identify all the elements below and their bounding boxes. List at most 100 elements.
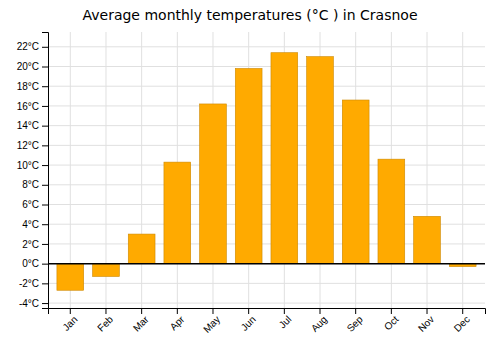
x-tick-mark xyxy=(355,308,356,314)
y-tick-label: 22°C xyxy=(17,41,39,52)
x-tick-mark xyxy=(320,308,321,314)
x-tick-label: Sep xyxy=(345,313,366,334)
bar xyxy=(271,53,298,264)
y-tick-mark xyxy=(42,283,48,284)
x-tick-label: Aug xyxy=(309,314,329,334)
x-tick-mark xyxy=(391,308,392,314)
x-tick: Apr xyxy=(168,308,187,332)
y-tick: 16°C xyxy=(17,101,48,112)
y-tick-mark xyxy=(42,126,48,127)
x-tick-label: May xyxy=(201,314,222,335)
y-tick-mark xyxy=(42,244,48,245)
y-grid-line xyxy=(48,165,485,166)
x-tick-mark xyxy=(248,308,249,314)
x-tick-mark xyxy=(284,308,285,314)
bar xyxy=(235,68,262,263)
y-tick-mark xyxy=(42,264,48,265)
y-tick-mark xyxy=(42,86,48,87)
y-tick: 4°C xyxy=(22,219,48,230)
y-grid-line xyxy=(48,105,485,106)
y-grid-line xyxy=(48,46,485,47)
x-tick-label: Oct xyxy=(382,314,401,333)
bar xyxy=(128,234,155,264)
y-grid-line xyxy=(48,283,485,284)
y-tick: 2°C xyxy=(22,239,48,250)
y-grid-line xyxy=(48,125,485,126)
y-tick-label: 4°C xyxy=(22,219,39,230)
y-tick-mark xyxy=(42,224,48,225)
y-tick-label: 16°C xyxy=(17,101,39,112)
x-tick-mark xyxy=(70,308,71,314)
bar xyxy=(307,57,334,264)
y-tick: -4°C xyxy=(19,298,48,309)
x-tick-label: Jun xyxy=(239,314,258,333)
x-tick-label: Mar xyxy=(131,313,151,333)
x-tick: Feb xyxy=(95,308,115,334)
bar xyxy=(200,104,227,264)
x-tick: Dec xyxy=(452,308,472,334)
x-tick-label: Apr xyxy=(168,313,187,332)
x-tick: Sep xyxy=(345,308,366,334)
bar xyxy=(93,264,120,277)
x-tick: Jul xyxy=(277,308,294,330)
y-axis: -4°C -2°C 0°C 2°C 4°C 6°C 8°C 10°C 12°C 14°C 16°C 1… xyxy=(17,33,49,309)
x-axis-line xyxy=(49,309,486,315)
x-tick: May xyxy=(201,308,222,335)
y-tick-mark xyxy=(42,185,48,186)
x-tick-label: Feb xyxy=(95,313,115,333)
y-tick-mark xyxy=(42,145,48,146)
grid xyxy=(48,32,485,308)
y-tick-label: 18°C xyxy=(17,81,39,92)
y-tick: -2°C xyxy=(19,278,48,289)
x-tick: Aug xyxy=(309,308,329,334)
y-tick-label: 12°C xyxy=(17,140,39,151)
x-axis: Jan Feb Mar Apr May Jun Jul Aug Sep Oct Nov Dec xyxy=(49,308,486,335)
x-tick: Nov xyxy=(416,308,436,334)
y-tick-label: -4°C xyxy=(19,298,39,309)
x-grid-line xyxy=(141,32,142,308)
y-tick-label: 20°C xyxy=(17,61,39,72)
y-grid-line xyxy=(48,204,485,205)
y-tick-label: 10°C xyxy=(17,160,39,171)
y-tick-label: 2°C xyxy=(22,239,39,250)
y-tick-label: -2°C xyxy=(19,278,39,289)
x-grid-line xyxy=(427,32,428,308)
x-tick: Jan xyxy=(60,308,79,333)
y-tick-mark xyxy=(42,106,48,107)
x-tick: Oct xyxy=(382,308,401,332)
y-axis-line xyxy=(42,33,49,309)
x-tick-label: Jan xyxy=(60,314,79,333)
zero-line xyxy=(48,263,485,265)
y-tick: 10°C xyxy=(17,160,48,171)
y-tick-mark xyxy=(42,67,48,68)
chart: Average monthly temperatures (°C ) in Cr… xyxy=(0,0,500,350)
bar xyxy=(164,162,191,264)
x-tick-mark xyxy=(212,308,213,314)
y-tick-label: 0°C xyxy=(22,258,39,269)
y-tick: 8°C xyxy=(22,179,48,190)
y-tick-label: 14°C xyxy=(17,120,39,131)
bar xyxy=(342,100,369,264)
y-grid-line xyxy=(48,303,485,304)
y-grid-line xyxy=(48,184,485,185)
y-grid-line xyxy=(48,86,485,87)
y-grid-line xyxy=(48,263,485,264)
y-tick: 14°C xyxy=(17,120,48,131)
x-tick-mark xyxy=(177,308,178,314)
y-grid-line xyxy=(48,145,485,146)
x-tick: Mar xyxy=(131,308,151,334)
y-tick: 20°C xyxy=(17,61,48,72)
y-tick-mark xyxy=(42,303,48,304)
bar xyxy=(378,159,405,263)
x-tick-label: Nov xyxy=(416,314,436,334)
y-tick: 18°C xyxy=(17,81,48,92)
y-tick-mark xyxy=(42,165,48,166)
title: Average monthly temperatures (°C ) in Cr… xyxy=(82,7,417,23)
x-tick-label: Jul xyxy=(277,314,294,331)
y-tick-label: 8°C xyxy=(22,179,39,190)
bars xyxy=(48,53,485,291)
x-tick-label: Dec xyxy=(452,314,472,334)
bar xyxy=(414,216,441,263)
x-tick-mark xyxy=(462,308,463,314)
y-tick-label: 6°C xyxy=(22,199,39,210)
